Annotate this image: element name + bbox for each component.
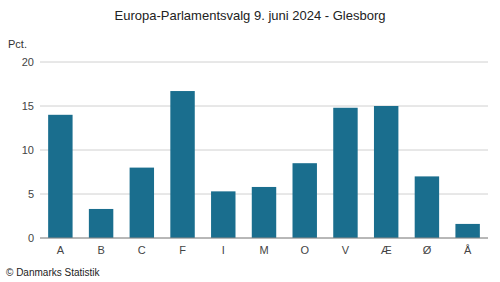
bar <box>48 115 72 238</box>
bars <box>48 91 480 238</box>
x-axis-line <box>40 238 488 239</box>
y-tick-label: 5 <box>28 188 34 200</box>
x-tick-label: C <box>138 244 146 256</box>
x-tick-label: M <box>259 244 268 256</box>
grid-line <box>40 106 488 107</box>
x-tick-label: O <box>300 244 309 256</box>
x-tick-label: B <box>97 244 104 256</box>
grid-line <box>40 62 488 63</box>
bar <box>170 91 194 238</box>
x-tick-label: Ø <box>423 244 432 256</box>
bar <box>293 163 317 238</box>
x-tick-label: Æ <box>381 244 392 256</box>
grid-line <box>40 238 488 239</box>
bar <box>333 108 357 238</box>
bar <box>130 168 154 238</box>
bar <box>252 187 276 238</box>
bar <box>211 191 235 238</box>
bar <box>455 224 479 238</box>
title: Europa-Parlamentsvalg 9. juni 2024 - Gle… <box>115 8 386 23</box>
x-tick-label: A <box>57 244 65 256</box>
y-tick-label: 15 <box>22 100 34 112</box>
y-axis-label: Pct. <box>8 38 27 50</box>
y-tick-label: 10 <box>22 144 34 156</box>
bar <box>415 176 439 238</box>
chart: Europa-Parlamentsvalg 9. juni 2024 - Gle… <box>0 0 500 282</box>
y-tick-label: 20 <box>22 56 34 68</box>
x-tick-label: V <box>342 244 350 256</box>
grid-line <box>40 150 488 151</box>
footnote: © Danmarks Statistik <box>6 267 101 278</box>
x-tick-label: F <box>179 244 186 256</box>
y-tick-label: 0 <box>28 232 34 244</box>
x-tick-label: I <box>222 244 225 256</box>
grid <box>40 62 488 238</box>
bar <box>374 106 398 238</box>
x-tick-label: Å <box>464 244 472 256</box>
bar <box>89 209 113 238</box>
